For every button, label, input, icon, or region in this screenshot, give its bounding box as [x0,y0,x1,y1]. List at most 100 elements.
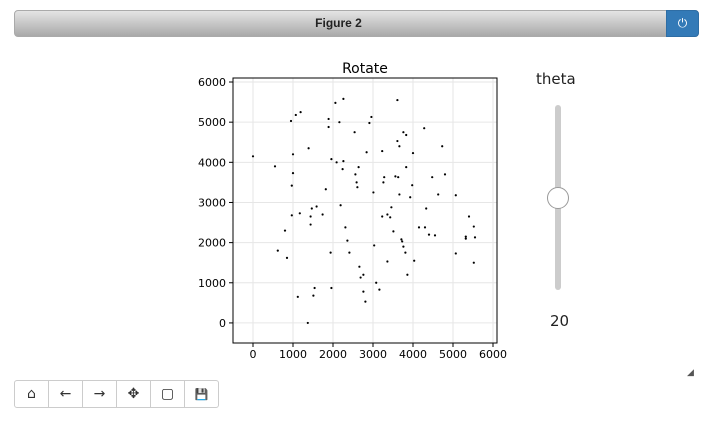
data-point [355,181,358,184]
data-point [306,321,309,325]
data-point [327,117,330,121]
x-tick-label: 1000 [279,348,307,361]
data-point [365,151,368,154]
data-point [402,131,405,134]
data-point [358,265,361,268]
data-point [441,145,444,148]
resize-grip-icon[interactable]: ◢ [687,368,694,378]
data-point [313,286,316,290]
data-point [364,300,367,303]
data-point [402,245,405,248]
slider-label: theta [536,70,576,88]
data-point [454,252,457,255]
y-tick-label: 0 [219,317,226,330]
data-point [330,158,333,161]
data-point [472,225,475,228]
data-point [315,205,318,208]
x-tick-label: 4000 [399,348,427,361]
data-point [327,125,330,129]
move-icon: ✥ [127,386,140,402]
data-point [290,214,293,217]
figure-titlebar: Figure 2 ⏻ [14,10,699,37]
data-point [397,176,400,179]
data-point [411,184,414,187]
arrow-left-icon: ← [59,386,72,402]
data-point [386,213,389,216]
data-point [354,173,357,176]
slider-value: 20 [550,312,570,330]
data-point [423,226,427,229]
data-point [405,133,408,137]
data-point [413,259,416,262]
forward-button[interactable]: → [82,380,117,408]
back-button[interactable]: ← [48,380,83,408]
axes-frame [232,77,498,344]
data-point [362,290,365,293]
data-point [454,194,457,197]
data-point [437,193,440,196]
data-point [386,260,389,263]
data-point [425,207,428,210]
data-point [378,288,381,291]
data-point [251,155,255,158]
data-point [381,149,384,153]
data-point [372,191,375,194]
data-point [382,181,385,184]
data-point [310,207,313,210]
data-point [299,111,302,114]
y-tick-label: 3000 [198,196,226,209]
data-point [405,166,408,169]
data-point [324,188,327,191]
data-point [285,256,289,259]
data-point [356,186,359,189]
data-point [348,251,351,254]
y-tick-label: 4000 [198,156,226,169]
data-point [464,237,467,240]
data-point [359,276,362,279]
zoom-rect-button[interactable]: ▢ [150,380,185,408]
save-icon: 💾 [194,387,209,401]
data-point [401,240,404,243]
data-point [370,115,373,119]
data-point [423,127,426,130]
y-tick-label: 2000 [198,237,226,250]
x-tick-label: 6000 [479,348,507,361]
theta-slider-handle[interactable] [547,186,569,209]
data-point [294,113,297,117]
data-point [409,196,412,199]
arrow-right-icon: → [93,386,106,402]
data-point [335,161,338,164]
data-point [338,121,341,124]
data-point [329,251,332,254]
data-point [404,251,407,254]
x-tick-label: 0 [250,348,257,361]
data-point [330,286,333,290]
data-point [357,166,360,169]
data-point [298,212,301,215]
home-button[interactable]: ⌂ [14,380,49,408]
square-icon: ▢ [160,386,175,402]
data-point [353,131,356,134]
data-point [342,97,345,100]
data-point [309,223,312,226]
navigation-toolbar: ⌂ ← → ✥ ▢ 💾 [14,380,219,408]
pan-button[interactable]: ✥ [116,380,151,408]
x-tick-label: 5000 [439,348,467,361]
data-point [381,215,384,218]
data-point [443,173,447,176]
data-point [389,216,392,219]
data-point [321,213,324,216]
data-point [362,273,365,276]
data-point [431,176,434,179]
save-button[interactable]: 💾 [184,380,219,408]
figure-title: Figure 2 [315,16,362,30]
close-figure-button[interactable]: ⏻ [666,10,699,37]
y-tick-label: 6000 [198,76,226,89]
y-tick-label: 5000 [198,116,226,129]
data-point [411,151,415,155]
home-icon: ⌂ [27,386,36,402]
y-tick-label: 1000 [198,277,226,290]
data-point [398,145,401,148]
data-point [373,244,376,247]
